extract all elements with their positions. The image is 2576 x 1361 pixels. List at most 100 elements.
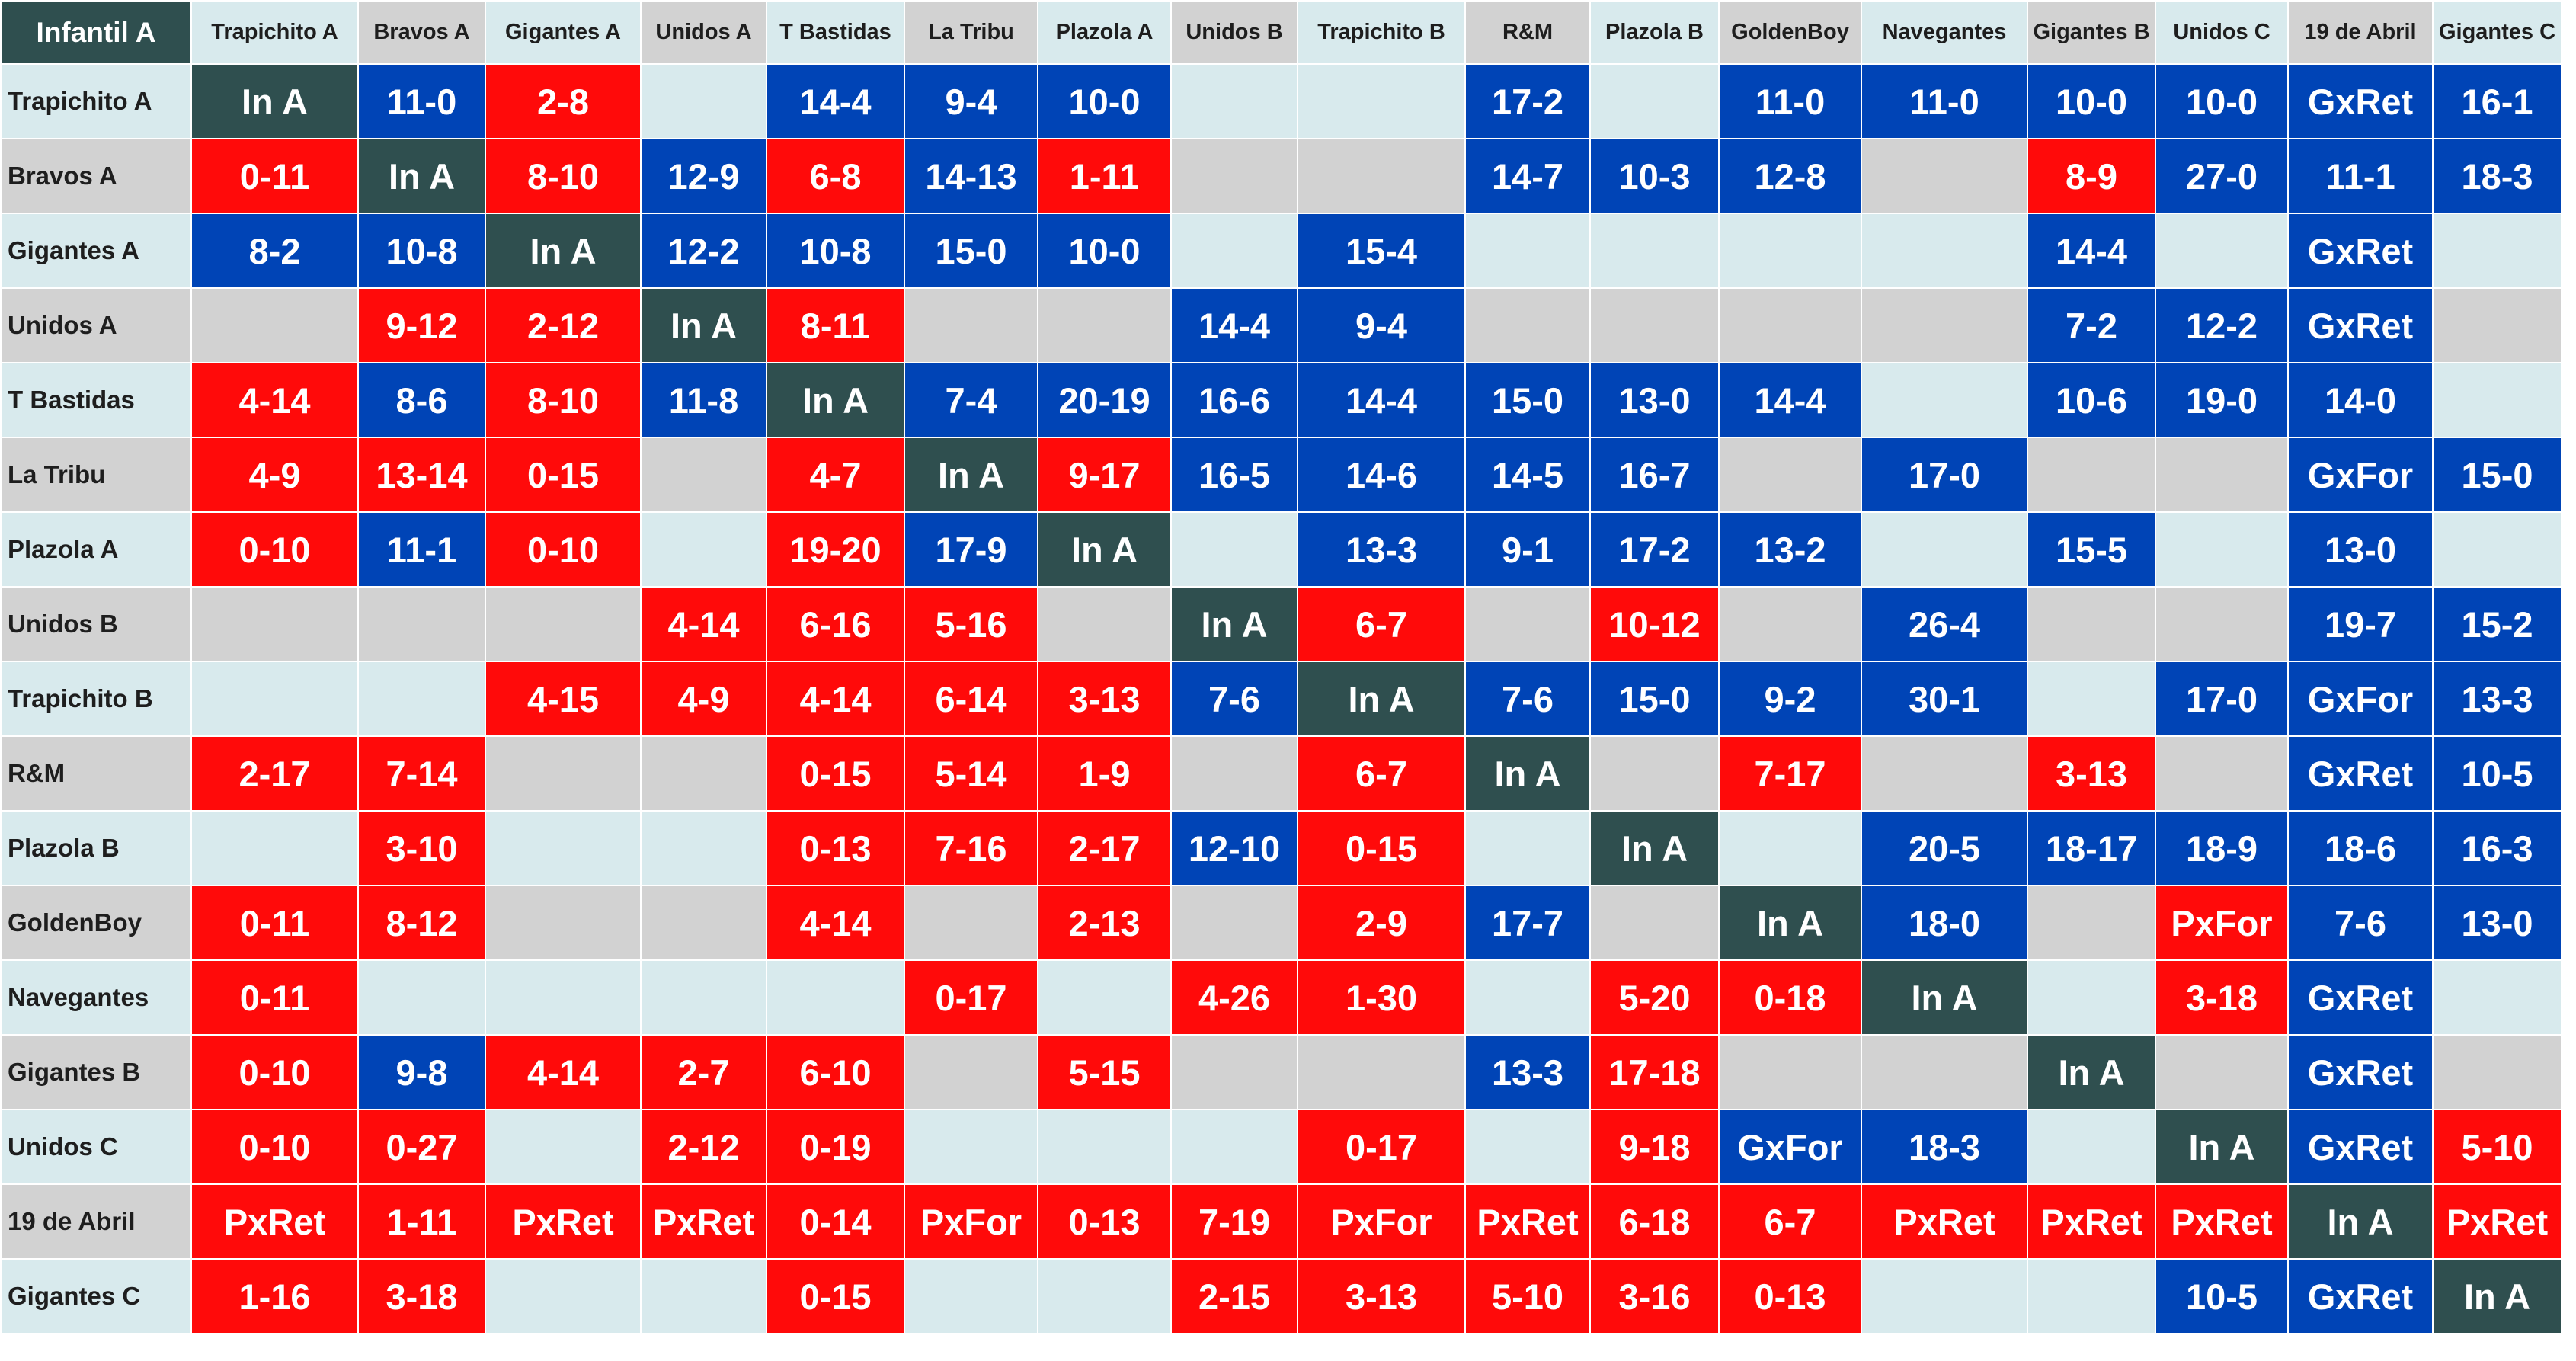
result-cell: 15-5 (2027, 511, 2156, 588)
result-cell: 4-14 (766, 661, 905, 737)
result-cell: 6-16 (766, 586, 905, 662)
row-team-label: Gigantes A (0, 213, 192, 289)
table-row: Gigantes C 1-16 3-18 0-15 2-15 3-13 5-10 3-16 0-… (0, 1258, 2562, 1334)
row-team-label: R&M (0, 735, 192, 812)
result-cell: 10-0 (1037, 63, 1172, 139)
result-cell: 9-4 (1297, 287, 1466, 363)
result-cell: 4-14 (190, 362, 359, 438)
result-cell: 17-0 (2155, 661, 2289, 737)
result-cell: 4-9 (640, 661, 767, 737)
result-cell (1861, 735, 2028, 812)
result-cell (2155, 735, 2289, 812)
result-cell: In A (1297, 661, 1466, 737)
result-cell: PxRet (2155, 1183, 2289, 1260)
result-cell: 7-4 (904, 362, 1038, 438)
result-cell: 15-0 (904, 213, 1038, 289)
row-team-label: Trapichito A (0, 63, 192, 139)
result-cell: PxRet (2027, 1183, 2156, 1260)
result-cell: In A (1464, 735, 1591, 812)
result-cell (357, 959, 486, 1036)
result-cell: 12-2 (2155, 287, 2289, 363)
result-cell (1464, 586, 1591, 662)
result-cell: 0-10 (190, 1109, 359, 1185)
result-cell: GxRet (2287, 63, 2434, 139)
result-cell: 7-6 (2287, 885, 2434, 961)
result-cell: 13-3 (1297, 511, 1466, 588)
result-cell: In A (904, 437, 1038, 513)
result-cell: 0-18 (1718, 959, 1862, 1036)
result-cell: 8-10 (485, 138, 642, 214)
table-row: R&M 2-17 7-14 0-15 5-14 1-9 6-7 In A 7-17 3-13 GxR… (0, 735, 2562, 812)
row-team-label: Unidos C (0, 1109, 192, 1185)
result-cell: 12-2 (640, 213, 767, 289)
result-cell (357, 586, 486, 662)
result-cell: 3-18 (2155, 959, 2289, 1036)
result-cell (640, 735, 767, 812)
table-row: Bravos A 0-11 In A 8-10 12-9 6-8 14-13 1-11 14-7… (0, 138, 2562, 214)
result-cell (2027, 661, 2156, 737)
result-cell (1170, 511, 1298, 588)
result-cell: PxRet (1861, 1183, 2028, 1260)
result-cell: 0-10 (485, 511, 642, 588)
table-row: Trapichito A In A 11-0 2-8 14-4 9-4 10-0 17-2 11… (0, 63, 2562, 139)
result-cell: 5-15 (1037, 1034, 1172, 1110)
result-cell: 26-4 (1861, 586, 2028, 662)
column-header: Navegantes (1861, 0, 2028, 65)
result-cell: 4-7 (766, 437, 905, 513)
result-cell (485, 959, 642, 1036)
row-team-label: Unidos A (0, 287, 192, 363)
result-cell: 1-9 (1037, 735, 1172, 812)
result-cell: 7-2 (2027, 287, 2156, 363)
result-cell: 18-17 (2027, 810, 2156, 886)
table-row: Plazola B 3-10 0-13 7-16 2-17 12-10 0-15 In A 20… (0, 810, 2562, 886)
row-team-label: Gigantes B (0, 1034, 192, 1110)
result-cell: 15-0 (1464, 362, 1591, 438)
row-team-label: La Tribu (0, 437, 192, 513)
result-cell: 1-30 (1297, 959, 1466, 1036)
row-team-label: T Bastidas (0, 362, 192, 438)
result-cell: 6-8 (766, 138, 905, 214)
result-cell (1589, 287, 1720, 363)
column-header: Gigantes C (2432, 0, 2562, 65)
result-cell (640, 959, 767, 1036)
result-cell: 3-18 (357, 1258, 486, 1334)
result-cell: 0-15 (485, 437, 642, 513)
row-team-label: Gigantes C (0, 1258, 192, 1334)
result-cell: 10-8 (766, 213, 905, 289)
result-cell: 5-10 (1464, 1258, 1591, 1334)
result-cell: 9-1 (1464, 511, 1591, 588)
result-cell (1464, 959, 1591, 1036)
result-cell: 14-4 (1170, 287, 1298, 363)
column-header: Gigantes B (2027, 0, 2156, 65)
result-cell: 7-16 (904, 810, 1038, 886)
column-header: Plazola B (1589, 0, 1720, 65)
result-cell: 0-13 (1718, 1258, 1862, 1334)
result-cell: 6-10 (766, 1034, 905, 1110)
result-cell: 14-4 (766, 63, 905, 139)
result-cell (1170, 1034, 1298, 1110)
result-cell: 4-14 (640, 586, 767, 662)
result-cell: PxRet (640, 1183, 767, 1260)
result-cell (2432, 511, 2562, 588)
result-cell: 2-8 (485, 63, 642, 139)
result-cell (2155, 511, 2289, 588)
table-row: Unidos C 0-10 0-27 2-12 0-19 0-17 9-18 GxFor 18-… (0, 1109, 2562, 1185)
result-cell (1170, 138, 1298, 214)
result-cell: 4-9 (190, 437, 359, 513)
result-cell: 19-7 (2287, 586, 2434, 662)
table-row: Gigantes A 8-2 10-8 In A 12-2 10-8 15-0 10-0 15-… (0, 213, 2562, 289)
result-cell: 18-6 (2287, 810, 2434, 886)
result-cell: 13-2 (1718, 511, 1862, 588)
result-cell: 16-5 (1170, 437, 1298, 513)
result-cell (485, 1258, 642, 1334)
result-cell (904, 1034, 1038, 1110)
result-cell: 7-14 (357, 735, 486, 812)
result-cell (1037, 586, 1172, 662)
result-cell (640, 437, 767, 513)
result-cell: 16-1 (2432, 63, 2562, 139)
result-cell: 6-7 (1297, 586, 1466, 662)
result-cell (1037, 1258, 1172, 1334)
result-cell (1170, 885, 1298, 961)
result-cell: 2-17 (190, 735, 359, 812)
result-cell: 13-0 (2287, 511, 2434, 588)
